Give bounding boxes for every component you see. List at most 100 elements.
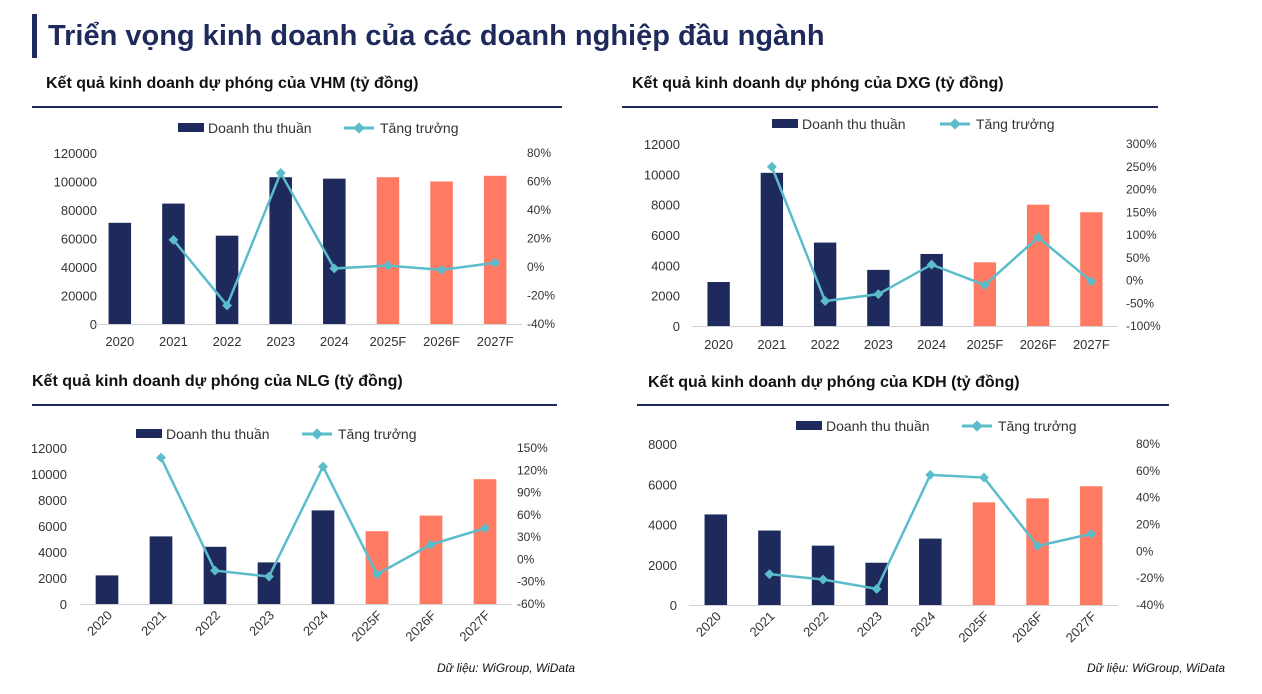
y-right-tick-dxg: 300% bbox=[1126, 137, 1157, 151]
bar-revenue-kdh bbox=[758, 530, 781, 605]
legend-label-growth-kdh: Tăng trưởng bbox=[998, 418, 1076, 434]
y-right-tick-vhm: 80% bbox=[527, 146, 551, 160]
y-right-tick-nlg: 120% bbox=[517, 463, 548, 477]
x-tick-dxg: 2026F bbox=[1020, 337, 1057, 352]
y-right-tick-dxg: 0% bbox=[1126, 274, 1144, 288]
y-left-tick-dxg: 12000 bbox=[644, 137, 680, 152]
x-tick-kdh: 2026F bbox=[1009, 608, 1046, 645]
bar-revenue-nlg bbox=[365, 531, 389, 604]
y-left-tick-nlg: 8000 bbox=[38, 493, 67, 508]
y-left-tick-dxg: 0 bbox=[673, 319, 680, 334]
y-right-tick-kdh: 60% bbox=[1136, 464, 1160, 478]
growth-point-nlg bbox=[372, 569, 382, 580]
legend-label-growth-vhm: Tăng trưởng bbox=[380, 120, 458, 136]
bar-revenue-kdh bbox=[865, 562, 888, 605]
y-left-tick-nlg: 6000 bbox=[38, 519, 67, 534]
y-right-tick-vhm: -40% bbox=[527, 317, 555, 331]
bar-revenue-vhm bbox=[430, 181, 453, 324]
bar-revenue-vhm bbox=[215, 235, 239, 324]
x-tick-kdh: 2023 bbox=[854, 609, 885, 640]
bar-revenue-kdh bbox=[1079, 486, 1103, 605]
y-right-tick-vhm: 40% bbox=[527, 203, 551, 217]
growth-point-vhm bbox=[168, 234, 179, 245]
bar-revenue-nlg bbox=[149, 536, 173, 604]
y-right-tick-kdh: 20% bbox=[1136, 518, 1160, 532]
x-tick-dxg: 2025F bbox=[966, 337, 1003, 352]
x-tick-dxg: 2023 bbox=[864, 337, 893, 352]
chart-rule-dxg bbox=[622, 106, 1158, 108]
growth-point-vhm bbox=[222, 300, 233, 311]
y-right-tick-vhm: -20% bbox=[527, 289, 555, 303]
y-left-tick-vhm: 80000 bbox=[61, 203, 97, 218]
growth-point-vhm bbox=[436, 264, 447, 275]
x-tick-nlg: 2025F bbox=[348, 607, 385, 644]
growth-point-nlg bbox=[318, 461, 328, 472]
y-right-tick-nlg: 0% bbox=[517, 552, 535, 566]
x-tick-dxg: 2022 bbox=[811, 337, 840, 352]
bar-revenue-vhm bbox=[323, 178, 346, 324]
bar-revenue-vhm bbox=[269, 177, 292, 324]
growth-point-nlg bbox=[264, 571, 274, 582]
x-tick-kdh: 2027F bbox=[1063, 608, 1100, 645]
y-left-tick-nlg: 4000 bbox=[38, 545, 67, 560]
x-tick-nlg: 2027F bbox=[456, 607, 493, 644]
growth-point-vhm bbox=[490, 257, 501, 268]
legend-marker-growth-nlg bbox=[311, 428, 323, 440]
source-note-left: Dữ liệu: WiGroup, WiData bbox=[437, 661, 576, 675]
growth-point-vhm bbox=[275, 168, 286, 178]
y-left-tick-dxg: 8000 bbox=[651, 198, 680, 213]
bar-revenue-vhm bbox=[483, 175, 507, 324]
legend-marker-growth-kdh bbox=[971, 420, 983, 432]
legend-swatch-revenue-nlg bbox=[136, 429, 162, 438]
y-right-tick-kdh: -40% bbox=[1136, 598, 1164, 612]
y-right-tick-dxg: -100% bbox=[1126, 319, 1161, 333]
x-tick-nlg: 2020 bbox=[84, 608, 115, 639]
bar-revenue-dxg bbox=[707, 282, 730, 326]
x-tick-nlg: 2021 bbox=[138, 608, 169, 639]
growth-point-dxg bbox=[820, 296, 831, 306]
x-tick-vhm: 2027F bbox=[477, 334, 514, 349]
growth-point-dxg bbox=[979, 280, 990, 290]
y-left-tick-vhm: 60000 bbox=[61, 232, 97, 247]
y-right-tick-vhm: 60% bbox=[527, 175, 551, 189]
x-tick-dxg: 2024 bbox=[917, 337, 946, 352]
y-right-tick-dxg: 150% bbox=[1126, 205, 1157, 219]
y-right-tick-vhm: 0% bbox=[527, 260, 545, 274]
x-tick-vhm: 2025F bbox=[370, 334, 407, 349]
chart-title-kdh: Kết quả kinh doanh dự phóng của KDH (tỷ … bbox=[648, 374, 1020, 391]
legend-swatch-revenue-vhm bbox=[178, 123, 204, 132]
legend-marker-growth-dxg bbox=[949, 118, 961, 130]
growth-point-nlg bbox=[210, 565, 220, 576]
bar-revenue-kdh bbox=[972, 502, 996, 605]
x-tick-nlg: 2023 bbox=[246, 608, 277, 639]
legend-swatch-revenue-dxg bbox=[772, 119, 798, 128]
bar-revenue-kdh bbox=[919, 538, 942, 605]
y-right-tick-dxg: -50% bbox=[1126, 296, 1154, 310]
bar-revenue-dxg bbox=[1080, 212, 1103, 326]
growth-point-dxg bbox=[873, 289, 884, 300]
growth-point-nlg bbox=[426, 539, 436, 550]
growth-point-kdh bbox=[925, 469, 936, 480]
chart-title-nlg: Kết quả kinh doanh dự phóng của NLG (tỷ … bbox=[32, 373, 403, 390]
y-right-tick-dxg: 200% bbox=[1126, 183, 1157, 197]
y-left-tick-dxg: 10000 bbox=[644, 167, 680, 182]
growth-point-dxg bbox=[926, 259, 937, 270]
y-left-tick-kdh: 4000 bbox=[648, 518, 677, 533]
x-tick-kdh: 2021 bbox=[747, 609, 778, 640]
page-title: Triển vọng kinh doanh của các doanh nghi… bbox=[48, 20, 825, 52]
y-left-tick-kdh: 6000 bbox=[648, 477, 677, 492]
x-tick-dxg: 2020 bbox=[704, 337, 733, 352]
legend-label-growth-dxg: Tăng trưởng bbox=[976, 116, 1054, 132]
y-right-tick-kdh: -20% bbox=[1136, 571, 1164, 585]
y-left-tick-vhm: 40000 bbox=[61, 260, 97, 275]
y-left-tick-vhm: 120000 bbox=[54, 146, 97, 161]
y-right-tick-dxg: 100% bbox=[1126, 228, 1157, 242]
bar-revenue-dxg bbox=[760, 172, 784, 326]
y-left-tick-dxg: 2000 bbox=[651, 289, 680, 304]
y-left-tick-dxg: 6000 bbox=[651, 228, 680, 243]
bar-revenue-nlg bbox=[95, 575, 119, 604]
legend-label-revenue-kdh: Doanh thu thuần bbox=[826, 418, 930, 434]
header-accent-bar bbox=[32, 14, 37, 58]
bar-revenue-dxg bbox=[813, 242, 837, 326]
